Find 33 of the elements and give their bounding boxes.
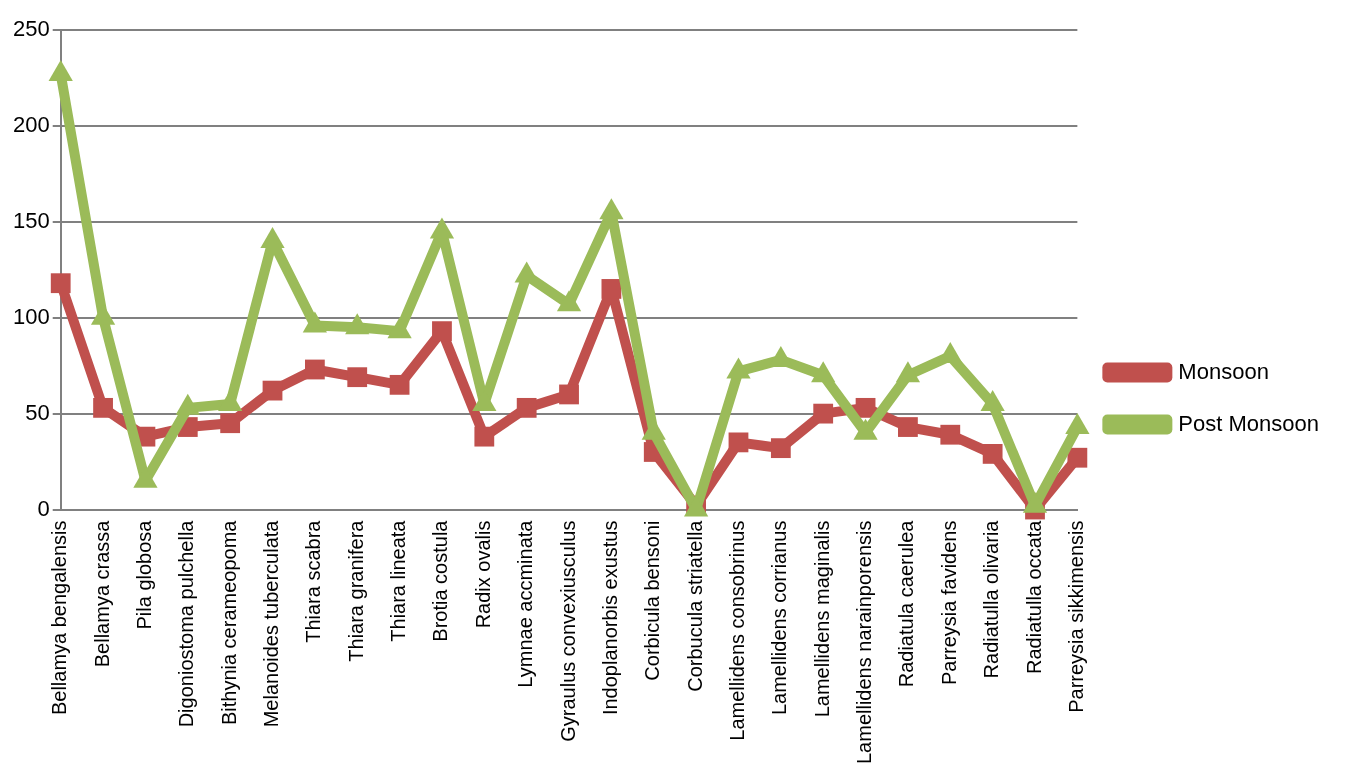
y-tick-label: 200 [12,111,50,137]
x-tick-label: Lamellidens maginalis [810,520,833,718]
x-tick-label: Lamellidens consobrinus [725,520,748,741]
y-tick-label: 150 [12,207,50,233]
x-tick-label: Corbicula bensoni [641,520,664,681]
y-tick-label: 250 [12,16,50,42]
x-tick-label: Thiara scabra [302,519,325,643]
x-tick-label: Radix ovalis [471,520,494,629]
x-tick-label: Radiatula caerulea [895,519,918,688]
legend-label: Monsoon [1178,358,1269,384]
x-tick-label: Brotia costula [429,519,452,642]
x-tick-label: Parreysia favidens [937,520,960,686]
x-tick-label: Corbucula striatella [683,519,706,692]
x-tick-label: Thiara granifera [344,519,367,662]
y-tick-label: 0 [37,495,50,521]
y-tick-label: 50 [25,399,50,425]
y-tick-label: 100 [12,303,50,329]
x-tick-label: Bellamya bengalensis [48,520,71,716]
x-tick-label: Gyraulus convexiusculus [556,520,579,742]
x-tick-label: Indoplanorbis exustus [598,520,621,716]
legend-label: Post Monsoon [1178,410,1319,436]
x-tick-label: Lymnae accminata [514,519,537,688]
x-tick-label: Radiatulla occata [1022,519,1045,674]
x-tick-label: Radiatulla olivaria [980,519,1003,679]
x-tick-label: Lamellidens corrianus [768,520,791,716]
x-tick-label: Lamellidens narainporensis [853,520,876,765]
x-tick-label: Digoniostoma pulchella [175,519,198,728]
x-tick-label: Parreysia sikkimensis [1064,520,1087,713]
x-tick-label: Bellamya crassa [90,519,113,668]
x-tick-label: Thiara lineata [387,519,410,642]
x-tick-label: Pila globosa [132,519,155,630]
x-tick-label: Melanoides tuberculata [260,519,283,728]
x-tick-label: Bithynia cerameopoma [217,519,240,726]
